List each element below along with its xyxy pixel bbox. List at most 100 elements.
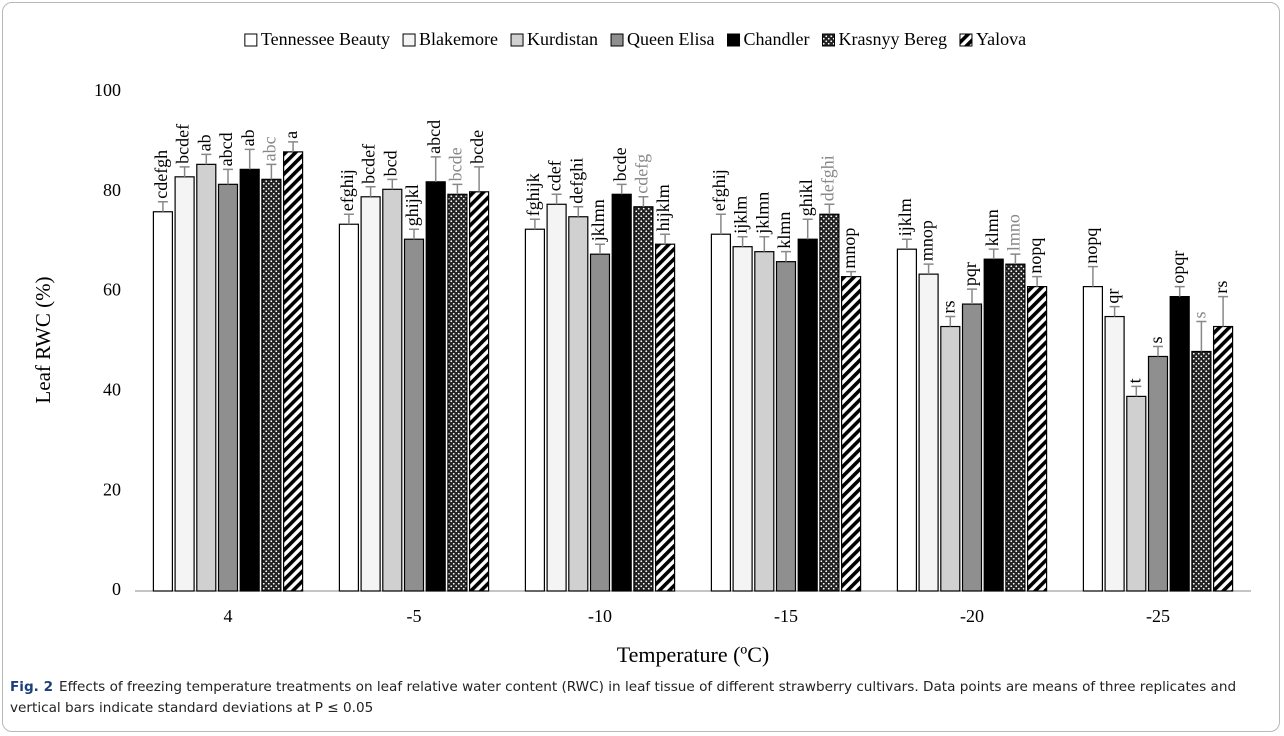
bar xyxy=(469,191,490,592)
y-tick-label: 60 xyxy=(103,280,121,300)
bar xyxy=(239,168,260,592)
significance-letter: klmn xyxy=(774,212,794,249)
error-bar xyxy=(244,148,255,170)
legend-label: Tennessee Beauty xyxy=(261,29,390,49)
bar xyxy=(1026,286,1048,592)
error-bar xyxy=(988,248,999,260)
significance-letter: defghi xyxy=(566,158,586,204)
significance-letter: nopq xyxy=(1025,238,1045,274)
error-bar xyxy=(1087,265,1098,287)
bar xyxy=(152,211,173,592)
legend-swatch xyxy=(727,33,741,47)
error-bar xyxy=(967,288,977,305)
legend-label: Chandler xyxy=(744,29,810,49)
significance-letter: bcde xyxy=(610,147,630,181)
bar xyxy=(403,238,425,592)
bar xyxy=(217,183,239,592)
error-bar xyxy=(1010,253,1021,265)
bar xyxy=(1169,295,1190,592)
significance-letter: defghi xyxy=(818,155,838,201)
bar xyxy=(961,303,983,592)
x-axis-title: Temperature (ºC) xyxy=(617,642,770,667)
error-bar xyxy=(365,186,376,197)
error-bar xyxy=(201,153,212,165)
error-bar xyxy=(715,213,726,235)
significance-letter: ghijkl xyxy=(402,184,422,226)
legend-swatch xyxy=(610,33,624,47)
significance-letter: pqr xyxy=(960,262,980,286)
significance-letter: t xyxy=(1124,378,1144,383)
significance-letter: ghikl xyxy=(796,179,816,216)
bar xyxy=(710,233,732,592)
significance-letter: rs xyxy=(1211,281,1231,294)
significance-letter: a xyxy=(281,131,301,139)
error-bar xyxy=(945,315,956,327)
error-bar xyxy=(430,156,441,182)
significance-letter: mnop xyxy=(839,228,859,269)
significance-letter: s xyxy=(1146,336,1166,343)
error-bar xyxy=(802,218,813,240)
significance-letter: lmno xyxy=(1004,214,1024,251)
y-tick-label: 20 xyxy=(103,479,121,499)
error-bar xyxy=(551,193,562,205)
bar xyxy=(983,258,1004,592)
bar xyxy=(1126,395,1147,592)
error-bar xyxy=(1174,285,1185,297)
significance-letter: abc xyxy=(260,136,280,161)
error-bar xyxy=(616,183,627,195)
error-bar xyxy=(573,206,584,217)
x-tick-label: 4 xyxy=(224,606,233,626)
bar xyxy=(840,276,862,592)
x-tick-label: -15 xyxy=(774,606,798,626)
significance-letter: efghij xyxy=(709,169,729,211)
error-bar xyxy=(1032,275,1043,287)
bar xyxy=(754,251,775,592)
error-bar xyxy=(474,166,485,192)
error-bar xyxy=(409,228,419,240)
significance-letter: jklmn xyxy=(588,199,608,242)
error-bar xyxy=(452,183,463,195)
bar xyxy=(261,178,282,592)
bar xyxy=(654,243,676,592)
error-bar xyxy=(901,238,912,250)
bar xyxy=(732,246,753,592)
error-bar xyxy=(529,218,540,230)
legend-swatch xyxy=(821,33,835,47)
bar xyxy=(819,213,840,592)
error-bar xyxy=(223,168,233,185)
bar xyxy=(546,203,567,592)
significance-letter: nopq xyxy=(1081,228,1101,264)
bar xyxy=(338,223,359,592)
error-bar xyxy=(343,213,354,225)
error-bar xyxy=(781,250,791,262)
significance-letter: qr xyxy=(1103,289,1123,304)
bar xyxy=(524,228,546,592)
error-bar xyxy=(638,196,649,207)
y-tick-label: 40 xyxy=(103,380,121,400)
bar xyxy=(1104,315,1125,592)
legend-swatch xyxy=(402,33,416,47)
significance-letter: s xyxy=(1190,312,1210,319)
error-bar xyxy=(1131,385,1142,397)
significance-letter: bcde xyxy=(467,130,487,164)
significance-letter: ijklm xyxy=(895,198,915,236)
error-bar xyxy=(266,163,277,180)
error-bar xyxy=(759,235,770,252)
legend-label: Kurdistan xyxy=(527,29,598,49)
bar xyxy=(589,253,611,592)
error-bar xyxy=(1218,295,1229,327)
bar xyxy=(896,248,918,592)
significance-letter: abcd xyxy=(216,132,236,166)
error-bar xyxy=(387,178,398,190)
legend-swatch xyxy=(959,33,973,47)
error-bar xyxy=(660,233,671,245)
bar xyxy=(283,151,304,592)
bar xyxy=(196,163,217,592)
x-tick-label: -5 xyxy=(407,606,422,626)
significance-letter: klmn xyxy=(982,209,1002,246)
bar xyxy=(1005,263,1026,592)
error-bar xyxy=(157,201,168,212)
significance-letter: mnop xyxy=(917,220,937,261)
significance-letter: bcdef xyxy=(173,124,193,164)
